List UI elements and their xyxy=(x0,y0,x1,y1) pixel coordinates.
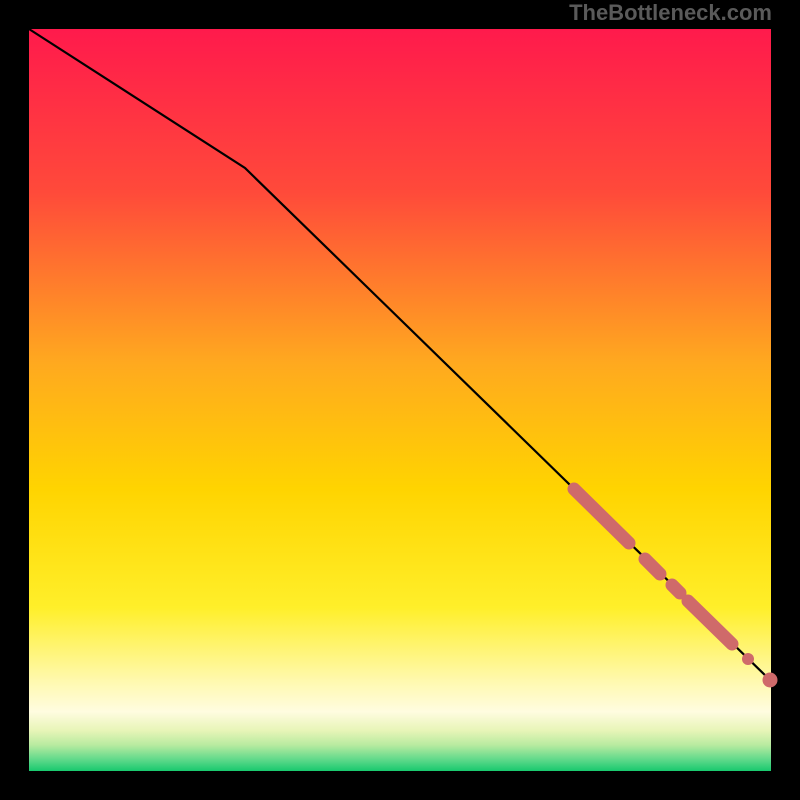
marker-segment xyxy=(672,585,680,593)
marker-dot xyxy=(742,653,754,665)
marker-dot xyxy=(763,673,778,688)
chart-overlay xyxy=(0,0,800,800)
attribution-watermark: TheBottleneck.com xyxy=(569,0,772,26)
stage: TheBottleneck.com xyxy=(0,0,800,800)
marker-segment xyxy=(645,559,660,574)
marker-segment xyxy=(688,601,732,644)
marker-segment xyxy=(574,489,629,543)
performance-curve xyxy=(29,29,770,680)
